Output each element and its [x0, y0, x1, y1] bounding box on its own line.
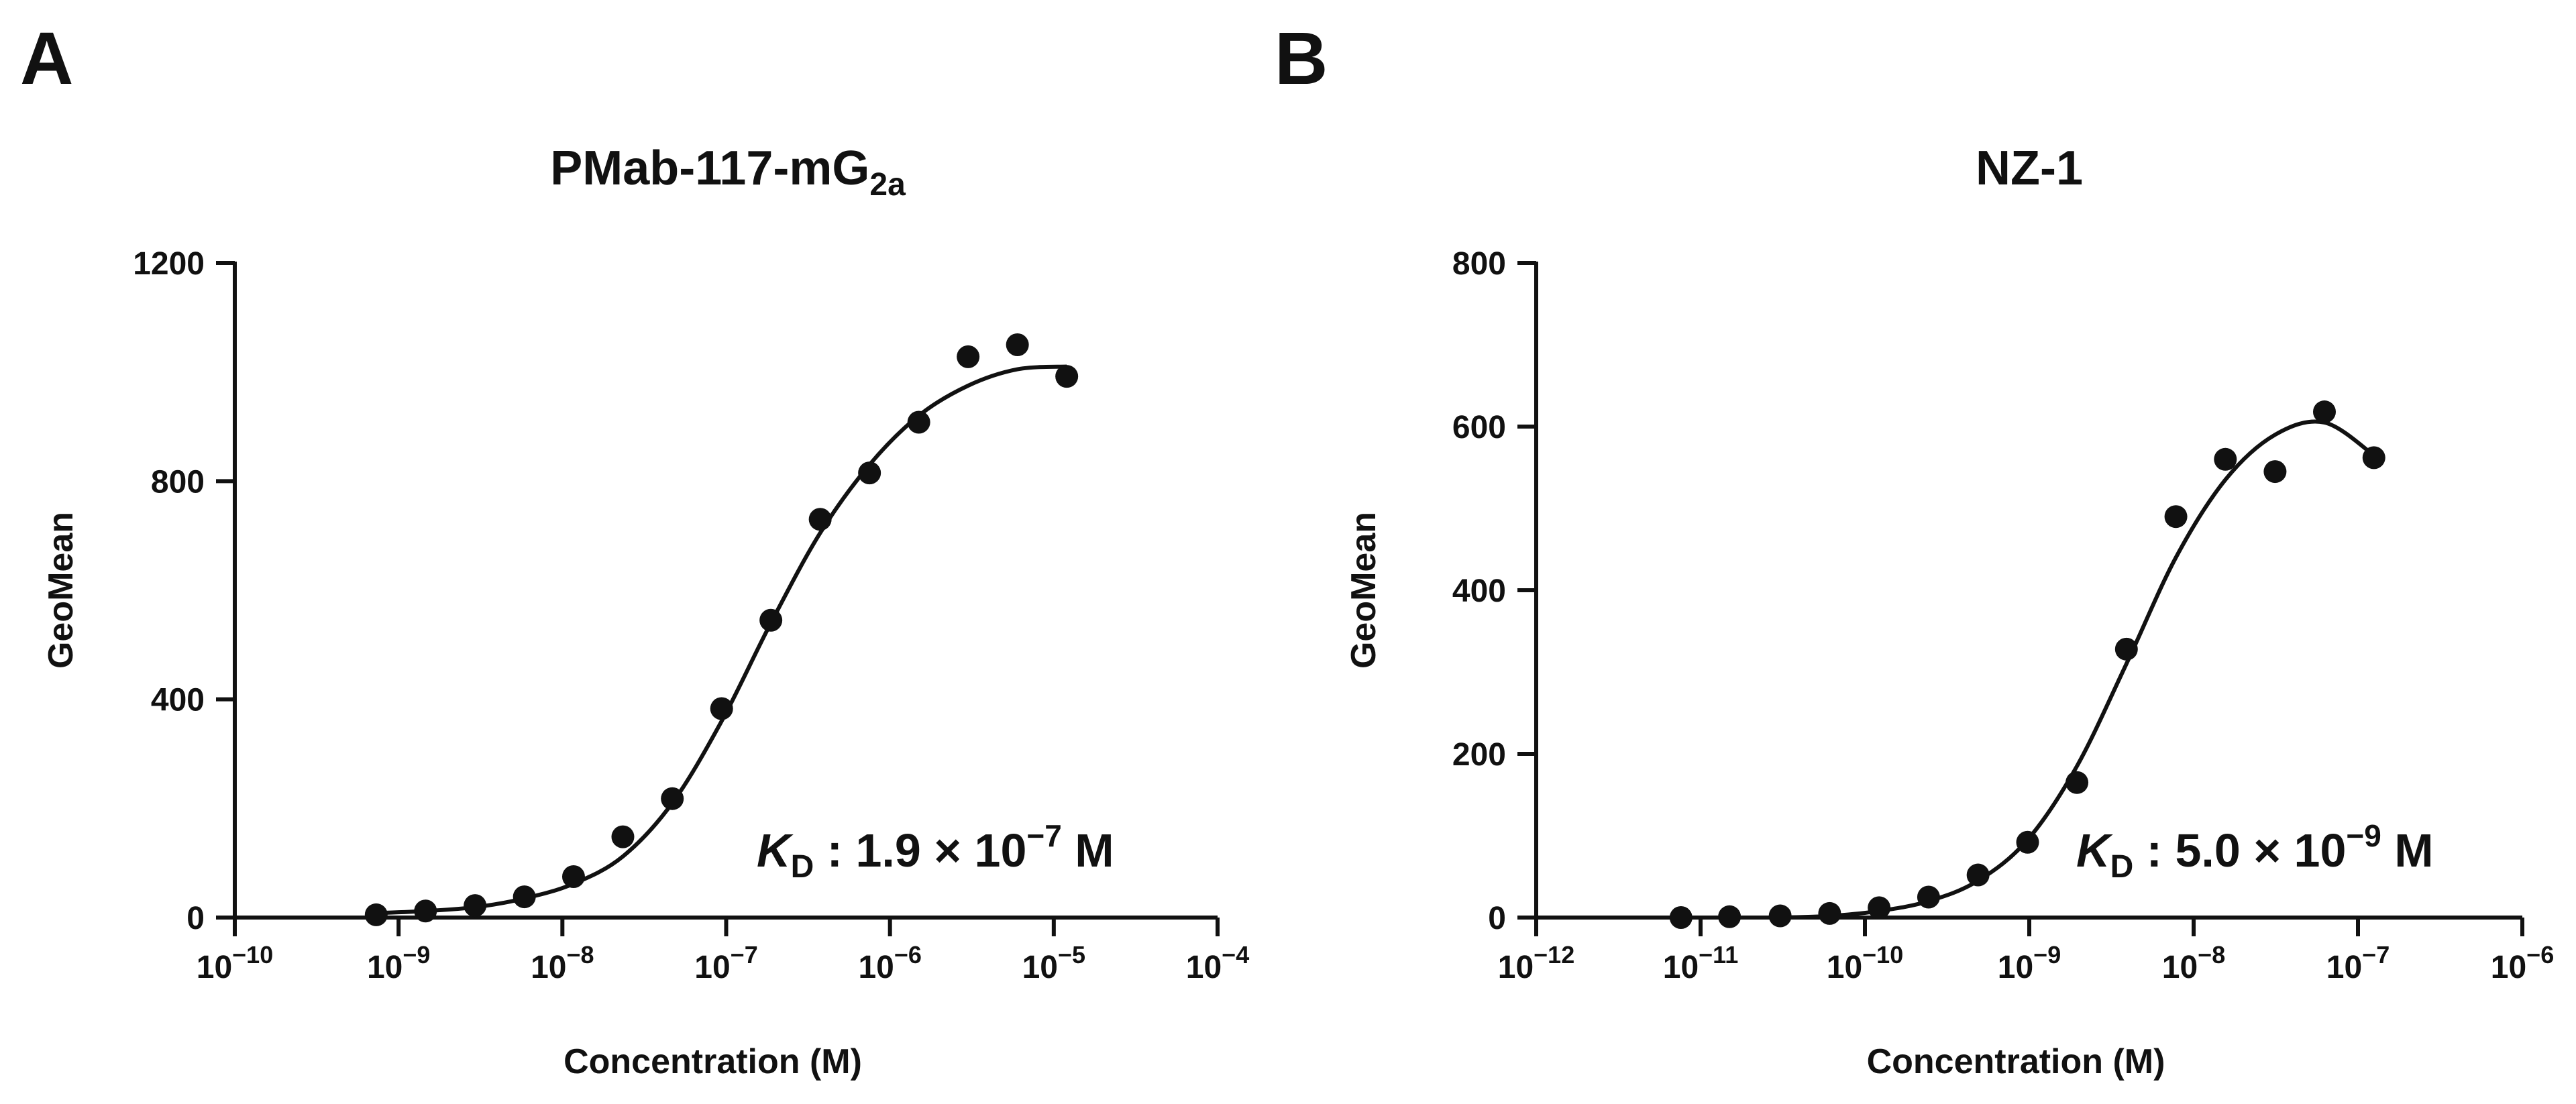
data-point: [1966, 863, 1990, 887]
x-tick-label: 10−12: [1498, 941, 1574, 985]
x-tick-label: 10−4: [1186, 941, 1249, 985]
x-tick-label: 10−6: [2491, 941, 2554, 985]
y-tick-label: 0: [1488, 901, 1506, 936]
data-point: [858, 461, 881, 485]
fit-curve: [376, 364, 1067, 916]
x-tick-label: 10−7: [2326, 941, 2390, 985]
panel-label-a: A: [20, 17, 73, 100]
data-point: [414, 899, 437, 923]
kd-annotation: KD : 1.9 × 10−7 M: [757, 818, 1114, 885]
y-axis-label: GeoMean: [1344, 512, 1383, 669]
data-point: [2114, 637, 2138, 661]
data-point: [2214, 447, 2237, 471]
data-point: [661, 787, 684, 810]
data-point: [2065, 771, 2089, 794]
data-point: [957, 345, 980, 368]
data-point: [1006, 333, 1029, 356]
x-tick-label: 10−8: [531, 941, 594, 985]
data-point: [561, 865, 585, 888]
y-tick-label: 400: [151, 683, 205, 718]
panel-a: A PMab-117-mG2a 0 400 800 1200 10−10 10−9 10−8 10…: [20, 17, 1249, 1081]
data-point: [759, 608, 783, 632]
x-tick-label: 10−8: [2162, 941, 2225, 985]
data-point: [2312, 400, 2336, 424]
x-tick-label: 10−6: [858, 941, 921, 985]
data-point: [710, 697, 733, 720]
data-point: [907, 410, 930, 434]
data-point: [2263, 460, 2287, 484]
y-tick-label: 800: [151, 464, 205, 500]
y-tick-label: 400: [1452, 573, 1506, 609]
data-point: [1917, 885, 1940, 909]
data-point: [1868, 896, 1891, 920]
data-point: [1768, 904, 1792, 928]
y-tick-label: 800: [1452, 246, 1506, 282]
y-tick-label: 0: [186, 901, 205, 936]
x-tick-label: 10−9: [367, 941, 430, 985]
x-tick-label: 10−10: [197, 941, 273, 985]
x-tick-label: 10−10: [1827, 941, 1903, 985]
data-point: [513, 885, 536, 909]
data-point: [2164, 505, 2188, 529]
data-point: [808, 508, 832, 531]
x-tick-label: 10−5: [1022, 941, 1085, 985]
fit-curve: [1780, 419, 2375, 920]
x-tick-label: 10−11: [1663, 941, 1738, 985]
data-point: [1718, 905, 1741, 928]
chart-title: NZ-1: [1976, 142, 2083, 195]
y-tick-label: 1200: [133, 246, 205, 282]
data-point: [1818, 901, 1841, 925]
data-point: [364, 903, 388, 926]
x-axis-label: Concentration (M): [564, 1042, 862, 1081]
y-tick-label: 600: [1452, 410, 1506, 445]
data-point: [2016, 830, 2039, 854]
y-axis-label: GeoMean: [42, 512, 80, 669]
y-tick-label: 200: [1452, 737, 1506, 773]
panel-label-b: B: [1275, 17, 1328, 100]
chart-title: PMab-117-mG2a: [550, 142, 906, 203]
kd-annotation: KD : 5.0 × 10−9 M: [2076, 818, 2434, 885]
data-point: [2362, 446, 2385, 470]
panel-b: B NZ-1 0 200 400 600 800 10−12 10−11 10−10 10−9 10−…: [1275, 17, 2554, 1081]
data-point: [1055, 365, 1079, 388]
data-point: [1669, 906, 1693, 929]
data-point: [464, 894, 487, 918]
data-point: [611, 825, 635, 848]
x-axis-label: Concentration (M): [1867, 1042, 2165, 1081]
x-tick-label: 10−9: [1998, 941, 2061, 985]
x-tick-label: 10−7: [694, 941, 757, 985]
